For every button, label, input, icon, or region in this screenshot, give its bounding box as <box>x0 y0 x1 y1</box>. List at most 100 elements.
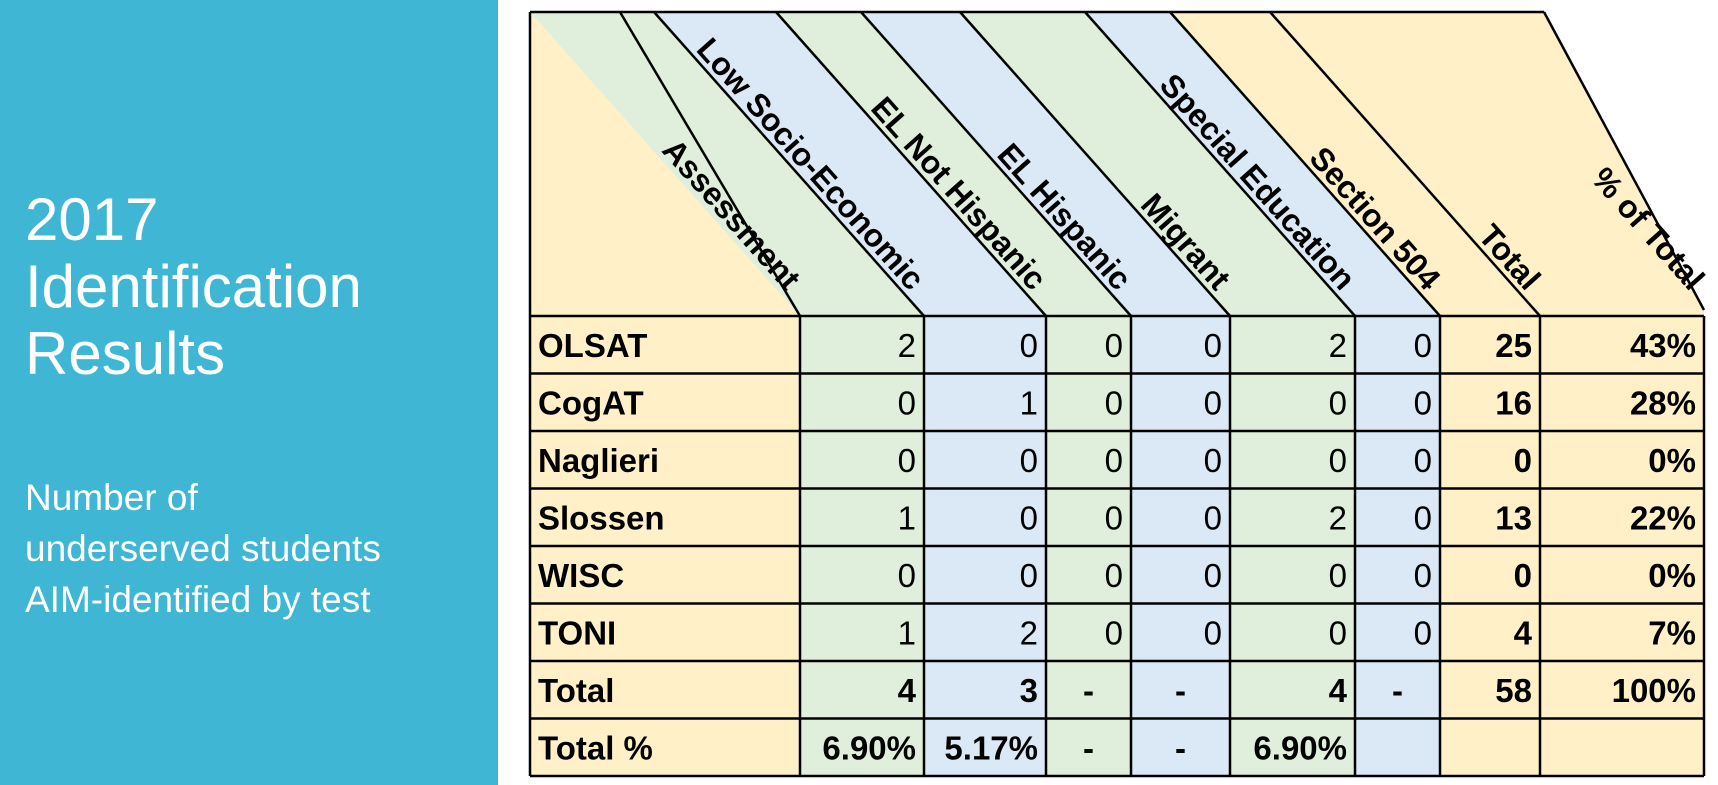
header-divider <box>959 11 1231 317</box>
table-cell: 100% <box>1612 672 1696 709</box>
table-cell: 0 <box>1514 557 1532 594</box>
row-label-cogat: CogAT <box>538 384 644 421</box>
row-label-slossen: Slossen <box>538 499 665 536</box>
table-cell-bg <box>1046 488 1131 546</box>
header-divider <box>1269 11 1541 317</box>
slide-title: 2017 Identification Results <box>25 186 485 387</box>
table-cell-bg <box>530 488 800 546</box>
table-cell-bg <box>1355 661 1440 719</box>
table-cell: 0 <box>1204 442 1222 479</box>
table-cell-bg <box>1440 316 1540 374</box>
header-divider <box>618 11 802 317</box>
table-cell-bg <box>1540 316 1704 374</box>
table-cell-bg <box>530 661 800 719</box>
table-cell: - <box>1175 729 1186 766</box>
table-cell: - <box>1083 672 1094 709</box>
table-cell-bg <box>1131 661 1230 719</box>
table-cell: 13 <box>1495 499 1532 536</box>
table-cell: 6.90% <box>1253 729 1347 766</box>
table-cell-bg <box>800 488 924 546</box>
table-cell: 0 <box>1105 442 1123 479</box>
table-cell-bg <box>924 373 1046 431</box>
table-cell: 1 <box>898 499 916 536</box>
table-cell-bg <box>1046 546 1131 604</box>
table-cell: 0 <box>1105 614 1123 651</box>
table-cell: 4 <box>1329 672 1348 709</box>
table-cell: 0 <box>1204 614 1222 651</box>
table-cell-bg <box>1230 431 1355 489</box>
table-cell-bg <box>1355 316 1440 374</box>
table-cell-bg <box>1046 718 1131 776</box>
table-cell: 22% <box>1630 499 1696 536</box>
slide-subtitle: Number of underserved students AIM-ident… <box>25 472 485 625</box>
table-cell-bg <box>1230 603 1355 661</box>
table-cell-bg <box>1230 316 1355 374</box>
table-cell-bg <box>1540 718 1704 776</box>
header-divider <box>1169 11 1441 317</box>
table-cell: 0 <box>1105 557 1123 594</box>
table-cell: 43% <box>1630 327 1696 364</box>
table-cell-bg <box>924 488 1046 546</box>
table-cell-bg <box>1440 431 1540 489</box>
table-cell-bg <box>1540 603 1704 661</box>
table-cell: 16 <box>1495 384 1532 421</box>
table-cell-bg <box>1131 603 1230 661</box>
table-cell: 2 <box>1020 614 1038 651</box>
table-cell: 0 <box>1414 499 1432 536</box>
table-cell: 0 <box>1414 557 1432 594</box>
table-cell: - <box>1175 672 1186 709</box>
table-cell-bg <box>1131 373 1230 431</box>
header-divider <box>775 11 1047 317</box>
slide-title-line: 2017 <box>25 186 159 253</box>
table-cell-bg <box>1131 488 1230 546</box>
header-divider <box>860 11 1132 317</box>
table-cell-bg <box>1355 603 1440 661</box>
table-cell-bg <box>1440 488 1540 546</box>
table-cell-bg <box>1046 431 1131 489</box>
table-cell: 0 <box>1204 499 1222 536</box>
table-cell-bg <box>800 431 924 489</box>
header-divider <box>1542 11 1706 311</box>
table-cell: 7% <box>1648 614 1696 651</box>
table-cell: 6.90% <box>822 729 916 766</box>
table-cell: 0 <box>1105 327 1123 364</box>
table-cell-bg <box>924 603 1046 661</box>
table-cell: 25 <box>1495 327 1532 364</box>
table-cell-bg <box>1046 603 1131 661</box>
table-cell: 0 <box>1414 442 1432 479</box>
table-cell-bg <box>800 546 924 604</box>
table-cell-bg <box>1046 661 1131 719</box>
row-label-olsat: OLSAT <box>538 327 647 364</box>
table-cell: 0 <box>1514 442 1532 479</box>
table-cell-bg <box>1131 316 1230 374</box>
table-cell-bg <box>530 546 800 604</box>
table-cell-bg <box>1440 718 1540 776</box>
table-cell-bg <box>1230 546 1355 604</box>
row-label-wisc: WISC <box>538 557 624 594</box>
table-cell: 0 <box>1414 327 1432 364</box>
table-cell: 0 <box>1204 327 1222 364</box>
table-cell-bg <box>1230 488 1355 546</box>
table-cell: 5.17% <box>944 729 1038 766</box>
slide-title-line: Results <box>25 320 226 387</box>
slide-subtitle-line: Number of <box>25 477 198 518</box>
header-band-low-socio-economic <box>530 12 924 316</box>
table-cell-bg <box>800 603 924 661</box>
table-cell-bg <box>1131 718 1230 776</box>
table-cell: 0 <box>1329 557 1347 594</box>
table-cell-bg <box>1440 661 1540 719</box>
table-cell-bg <box>530 603 800 661</box>
slide-subtitle-line: AIM-identified by test <box>25 579 371 620</box>
table-cell: 0 <box>1414 614 1432 651</box>
table-cell: 0 <box>1204 557 1222 594</box>
table-cell: 0 <box>1105 499 1123 536</box>
table-cell: 2 <box>1329 327 1347 364</box>
table-cell: 58 <box>1495 672 1532 709</box>
table-cell-bg <box>1540 488 1704 546</box>
table-cell-bg <box>1540 373 1704 431</box>
header-band-el-hispanic <box>776 12 1131 316</box>
table-cell-bg <box>1046 316 1131 374</box>
table-cell: 4 <box>898 672 917 709</box>
table-cell-bg <box>1440 546 1540 604</box>
